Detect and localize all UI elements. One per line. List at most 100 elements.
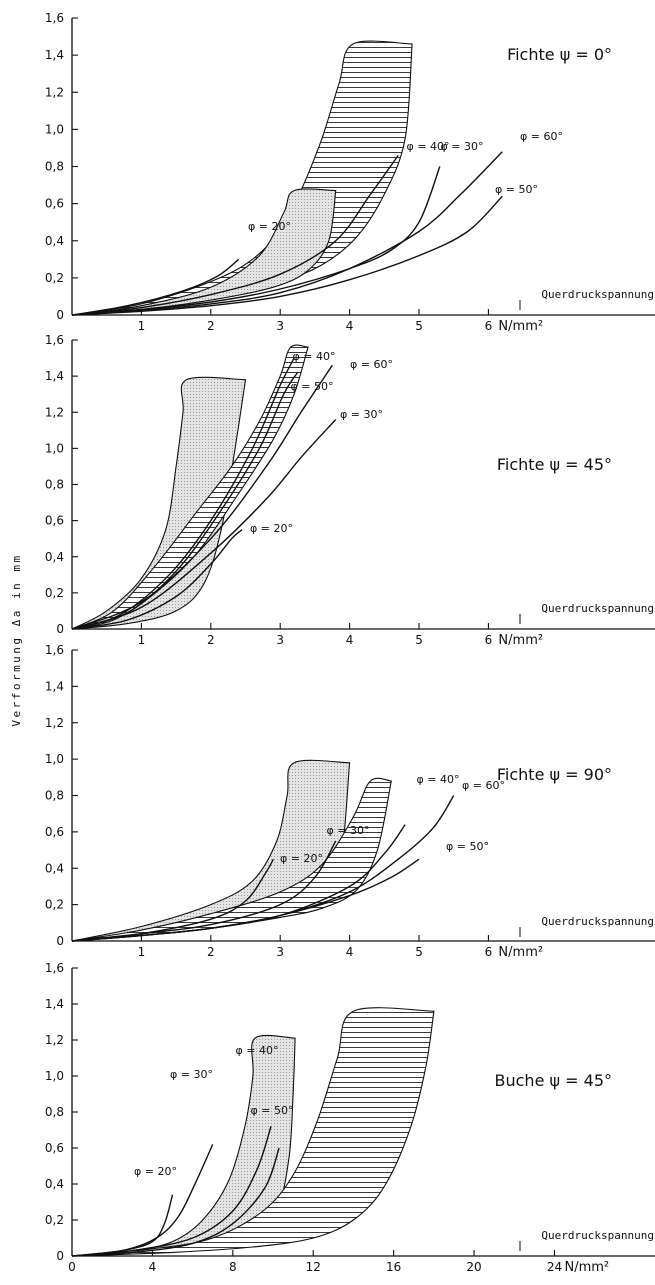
series-line-2 (71, 840, 337, 942)
x-axis-label: Querdruckspannung (541, 1229, 654, 1242)
series-line-3 (71, 166, 441, 316)
x-tick-label: 16 (386, 1260, 401, 1274)
panels-layer: φ = 20°φ = 40°φ = 30°φ = 60°φ = 50°00,20… (45, 11, 655, 1275)
x-tick-label: 8 (229, 1260, 237, 1274)
y-tick-label: 0,2 (45, 271, 64, 285)
x-tick-label: 24 (547, 1260, 562, 1274)
panel-title: Fichte ψ = 90° (497, 765, 612, 784)
series-line-2 (71, 357, 295, 630)
y-tick-label: 0,4 (45, 861, 64, 875)
series-line-4 (71, 1147, 280, 1257)
series-label-2: φ = 40° (293, 350, 336, 363)
y-tick-label: 0,6 (45, 197, 64, 211)
y-tick-label: 0,8 (45, 789, 64, 803)
y-tick-label: 1,6 (45, 643, 64, 657)
x-tick-label: 1 (138, 633, 146, 647)
band-dots-2 (71, 188, 337, 316)
y-tick-label: 0,8 (45, 160, 64, 174)
y-tick-label: 0,4 (45, 1177, 64, 1191)
x-tick-label: 5 (415, 319, 423, 333)
series-line-2 (71, 154, 399, 316)
y-tick-label: 1,0 (45, 752, 64, 766)
x-tick-label: 2 (207, 633, 215, 647)
band-dots-1 (71, 376, 247, 630)
y-tick-label: 0 (56, 1249, 64, 1263)
y-tick-label: 0,6 (45, 825, 64, 839)
x-tick-label: 4 (346, 633, 354, 647)
y-tick-label: 1,2 (45, 1033, 64, 1047)
series-line-5 (71, 195, 503, 316)
series-line-1 (71, 529, 243, 630)
series-label-2: φ = 30° (327, 824, 370, 837)
series-label-4: φ = 50° (251, 1104, 294, 1117)
x-unit-label: N/mm² (498, 633, 543, 648)
y-tick-label: 0,8 (45, 1105, 64, 1119)
x-axis-label: Querdruckspannung (541, 915, 654, 928)
x-tick-label: 6 (485, 319, 493, 333)
x-tick-label: 4 (149, 1260, 157, 1274)
panel-title: Fichte ψ = 0° (507, 45, 612, 64)
x-unit-label: N/mm² (564, 1260, 609, 1275)
y-tick-label: 0,2 (45, 1213, 64, 1227)
x-tick-label: 3 (276, 319, 284, 333)
band-hatch-2 (71, 344, 309, 630)
series-label-5: φ = 50° (495, 183, 538, 196)
panel-3: φ = 20° φ = 30° φ = 40° φ = 60° φ = 50° 0 0,2 0… (45, 643, 655, 960)
y-tick-label: 0 (56, 934, 64, 948)
series-line-4 (71, 151, 503, 316)
series-label-2: φ = 40° (407, 140, 450, 153)
y-tick-label: 0,2 (45, 586, 64, 600)
series-label-5: φ = 50° (446, 840, 489, 853)
y-tick-label: 1,6 (45, 11, 64, 25)
x-tick-label: 4 (346, 319, 354, 333)
panel-title: Fichte ψ = 45° (497, 455, 612, 474)
y-tick-label: 1,0 (45, 1069, 64, 1083)
x-tick-label: 0 (68, 1260, 76, 1274)
x-tick-label: 6 (485, 633, 493, 647)
series-label-4: φ = 60° (520, 130, 563, 143)
y-axis-label: Verformung Δa in mm (10, 553, 23, 726)
series-label-4: φ = 60° (350, 358, 393, 371)
x-tick-label: 2 (207, 319, 215, 333)
series-label-1: φ = 20° (134, 1165, 177, 1178)
x-tick-label: 20 (466, 1260, 481, 1274)
panel-title: Buche ψ = 45° (495, 1071, 612, 1090)
series-line-3 (71, 372, 299, 630)
series-label-3: φ = 40° (236, 1044, 279, 1057)
series-label-1: φ = 20° (250, 522, 293, 535)
panel-1: φ = 20° φ = 40°φ = 30° φ = 60° φ = 50° 0 0,2 0… (45, 11, 655, 334)
series-line-1 (71, 258, 240, 316)
x-axis-label: Querdruckspannung (541, 288, 654, 301)
x-tick-label: 6 (485, 945, 493, 959)
series-line-5 (71, 419, 337, 630)
series-label-2: φ = 30° (170, 1068, 213, 1081)
y-tick-label: 1,6 (45, 961, 64, 975)
y-tick-label: 0,8 (45, 478, 64, 492)
x-tick-label: 4 (346, 945, 354, 959)
x-unit-label: N/mm² (498, 945, 543, 960)
series-label-3: φ = 30° (441, 140, 484, 153)
y-tick-label: 0,2 (45, 898, 64, 912)
y-tick-label: 0 (56, 308, 64, 322)
x-tick-label: 2 (207, 945, 215, 959)
x-tick-label: 1 (138, 319, 146, 333)
y-tick-label: 0,4 (45, 234, 64, 248)
series-label-3: φ = 50° (291, 380, 334, 393)
series-label-4: φ = 60° (462, 779, 505, 792)
y-tick-label: 0,6 (45, 1141, 64, 1155)
x-tick-label: 3 (276, 945, 284, 959)
y-tick-label: 1,2 (45, 716, 64, 730)
y-tick-label: 1,0 (45, 441, 64, 455)
y-tick-label: 1,0 (45, 122, 64, 136)
y-tick-label: 1,4 (45, 997, 64, 1011)
series-label-1: φ = 20° (280, 852, 323, 865)
x-tick-label: 3 (276, 633, 284, 647)
band-hatch-2 (71, 1007, 435, 1257)
panel-2: φ = 20° φ = 40° φ = 50° φ = 60° φ = 30° 0 0,2 0… (45, 333, 655, 648)
series-label-5: φ = 30° (340, 408, 383, 421)
x-axis-label: Querdruckspannung (541, 602, 654, 615)
x-tick-label: 12 (306, 1260, 321, 1274)
series-line-4 (71, 364, 333, 630)
x-tick-label: 5 (415, 945, 423, 959)
